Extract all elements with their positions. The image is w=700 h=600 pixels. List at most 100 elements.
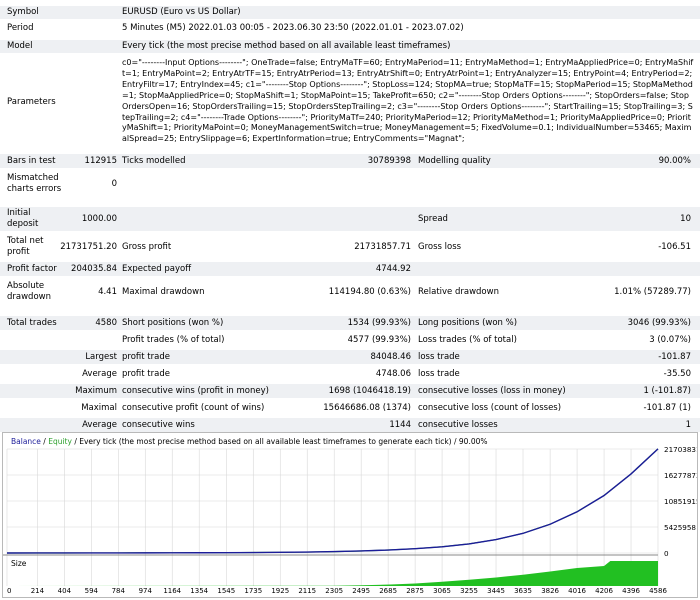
expected-payoff-value: 4744.92 [375, 264, 411, 274]
total-trades-value: 4580 [95, 318, 117, 328]
x-tick-label: 3635 [514, 587, 532, 595]
largest-loss-label: loss trade [418, 352, 460, 362]
x-tick-label: 404 [58, 587, 72, 595]
maximum-label: Maximum [75, 386, 117, 396]
max-drawdown-label: Maximal drawdown [122, 287, 205, 297]
loss-trades-value: 3 (0.07%) [649, 335, 691, 345]
ticks-label: Ticks modelled [122, 156, 186, 166]
row-maximum: Maximum consecutive wins (profit in mone… [0, 384, 700, 398]
profit-trades-value: 4577 (99.93%) [347, 335, 411, 345]
y-tick-label: 0 [664, 549, 669, 558]
row-parameters: Parameters [0, 56, 700, 149]
short-positions-label: Short positions (won %) [122, 318, 224, 328]
model-value: Every tick (the most precise method base… [122, 41, 451, 51]
parameters-label: Parameters [7, 97, 56, 107]
x-tick-label: 4396 [622, 587, 640, 595]
period-label: Period [7, 23, 34, 33]
x-tick-label: 2115 [298, 587, 316, 595]
expected-payoff-label: Expected payoff [122, 264, 192, 274]
profit-trades-label: Profit trades (% of total) [122, 335, 225, 345]
maximal-profit-label: consecutive profit (count of wins) [122, 403, 265, 413]
x-tick-label: 214 [31, 587, 45, 595]
row-bars: Bars in test 112915 Ticks modelled 30789… [0, 154, 700, 168]
x-tick-label: 784 [112, 587, 126, 595]
x-tick-label: 1164 [163, 587, 181, 595]
row-drawdown: Absolute drawdown 4.41 Maximal drawdown … [0, 280, 700, 304]
y-tick-label: 16277873 [664, 471, 697, 480]
balance-chart-svg: Balance / Equity / Every tick (the most … [3, 437, 700, 595]
avg-consec-wins-label: consecutive wins [122, 420, 195, 430]
x-tick-label: 2875 [406, 587, 424, 595]
row-profit-factor: Profit factor 204035.84 Expected payoff … [0, 262, 700, 276]
x-tick-label: 974 [139, 587, 153, 595]
x-tick-label: 1735 [244, 587, 262, 595]
period-value: 5 Minutes (M5) 2022.01.03 00:05 - 2023.0… [122, 23, 464, 33]
x-tick-label: 1545 [217, 587, 235, 595]
profit-factor-value: 204035.84 [71, 264, 117, 274]
abs-drawdown-value: 4.41 [98, 287, 117, 297]
net-profit-value: 21731751.20 [60, 242, 117, 252]
size-area-fill [7, 561, 658, 586]
row-avg-consec: Average consecutive wins 1144 consecutiv… [0, 418, 700, 432]
loss-trades-label: Loss trades (% of total) [418, 335, 517, 345]
y-tick-label: 21703831 [664, 445, 697, 454]
largest-profit-value: 84048.46 [370, 352, 411, 362]
row-largest: Largest profit trade 84048.46 loss trade… [0, 350, 700, 364]
maximal-loss-label: consecutive loss (count of losses) [418, 403, 562, 413]
size-area [7, 561, 658, 586]
y-axis-ticks: 0 5425958 10851915 16277873 21703831 [664, 445, 700, 558]
largest-profit-label: profit trade [122, 352, 170, 362]
x-tick-label: 3255 [460, 587, 478, 595]
abs-drawdown-label-2: drawdown [7, 292, 51, 302]
gross-profit-value: 21731857.71 [354, 242, 411, 252]
x-tick-label: 3826 [541, 587, 559, 595]
bars-label: Bars in test [7, 156, 56, 166]
bars-value: 112915 [84, 156, 117, 166]
x-tick-label: 2685 [379, 587, 397, 595]
x-axis-ticks: 0 214 404 594 784 974 1164 1354 1545 1735 1925 2115… [7, 587, 667, 595]
legend-sep: / [41, 437, 48, 446]
max-consec-wins-label: consecutive wins (profit in money) [122, 386, 269, 396]
x-tick-label: 0 [7, 587, 11, 595]
rel-drawdown-label: Relative drawdown [418, 287, 499, 297]
row-average: Average profit trade 4748.06 loss trade … [0, 367, 700, 381]
x-tick-label: 2495 [352, 587, 370, 595]
max-drawdown-value: 114194.80 (0.63%) [328, 287, 411, 297]
avg-consec-label: Average [82, 420, 117, 430]
x-tick-label: 4016 [568, 587, 586, 595]
average-profit-label: profit trade [122, 369, 170, 379]
x-tick-label: 4206 [595, 587, 613, 595]
gross-profit-label: Gross profit [122, 242, 172, 252]
average-loss-value: -35.50 [663, 369, 691, 379]
max-consec-losses-label: consecutive losses (loss in money) [418, 386, 566, 396]
total-trades-label: Total trades [7, 318, 57, 328]
legend-balance: Balance [11, 437, 41, 446]
net-profit-label-1: Total net [7, 236, 44, 246]
symbol-label: Symbol [7, 7, 39, 17]
deposit-value: 1000.00 [81, 214, 117, 224]
average-profit-value: 4748.06 [375, 369, 411, 379]
spread-value: 10 [680, 214, 691, 224]
size-label: Size [11, 559, 27, 568]
x-tick-label: 4586 [649, 587, 667, 595]
row-maximal: Maximal consecutive profit (count of win… [0, 401, 700, 415]
balance-chart: Balance / Equity / Every tick (the most … [2, 432, 700, 598]
average-loss-label: loss trade [418, 369, 460, 379]
legend-rest: / Every tick (the most precise method ba… [72, 437, 488, 446]
gross-loss-label: Gross loss [418, 242, 462, 252]
net-profit-label-2: profit [7, 247, 30, 257]
symbol-value: EURUSD (Euro vs US Dollar) [122, 7, 241, 17]
maximal-loss-value: -101.87 (1) [643, 403, 691, 413]
mismatched-label-2: charts errors [7, 184, 62, 194]
quality-value: 90.00% [658, 156, 691, 166]
x-tick-label: 1925 [271, 587, 289, 595]
chart-grid [6, 448, 659, 586]
balance-line [6, 448, 659, 554]
short-positions-value: 1534 (99.93%) [347, 318, 411, 328]
spread-label: Spread [418, 214, 448, 224]
average-label: Average [82, 369, 117, 379]
quality-label: Modelling quality [418, 156, 491, 166]
balance-lines [6, 448, 659, 554]
max-consec-wins-value: 1698 (1046418.19) [328, 386, 411, 396]
chart-legend: Balance / Equity / Every tick (the most … [11, 437, 488, 446]
